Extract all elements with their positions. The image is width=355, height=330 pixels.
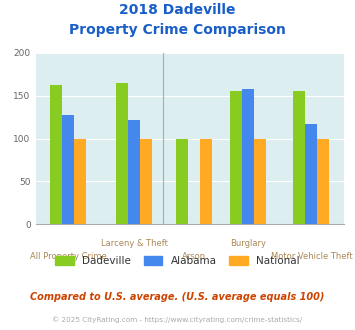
Bar — [317, 139, 329, 224]
Text: 2018 Dadeville: 2018 Dadeville — [119, 3, 236, 17]
Bar — [62, 115, 75, 224]
Bar — [116, 83, 129, 224]
Bar — [305, 124, 317, 224]
Text: Motor Vehicle Theft: Motor Vehicle Theft — [271, 252, 352, 261]
Bar — [293, 91, 305, 224]
Text: Arson: Arson — [182, 252, 207, 261]
Text: Burglary: Burglary — [230, 239, 266, 248]
Bar — [176, 139, 189, 224]
Legend: Dadeville, Alabama, National: Dadeville, Alabama, National — [51, 252, 304, 270]
Text: © 2025 CityRating.com - https://www.cityrating.com/crime-statistics/: © 2025 CityRating.com - https://www.city… — [53, 317, 302, 323]
Text: Compared to U.S. average. (U.S. average equals 100): Compared to U.S. average. (U.S. average … — [30, 292, 325, 302]
Bar — [50, 85, 62, 224]
Bar — [75, 139, 87, 224]
Bar — [242, 89, 255, 224]
Bar — [129, 120, 141, 224]
Text: All Property Crime: All Property Crime — [30, 252, 107, 261]
Bar — [141, 139, 152, 224]
Text: Property Crime Comparison: Property Crime Comparison — [69, 23, 286, 37]
Bar — [230, 91, 242, 224]
Text: Larceny & Theft: Larceny & Theft — [101, 239, 168, 248]
Bar — [201, 139, 212, 224]
Bar — [255, 139, 266, 224]
